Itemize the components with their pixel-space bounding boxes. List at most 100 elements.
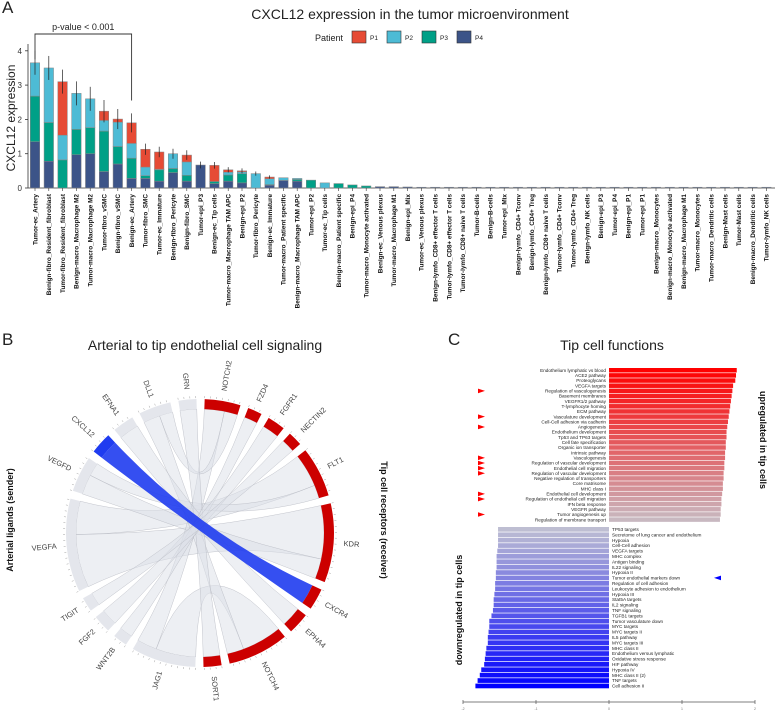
down-term-label: MYC targets III <box>612 640 643 645</box>
sector-tick <box>294 435 297 438</box>
up-bar <box>609 445 726 450</box>
up-bar <box>609 434 727 440</box>
x-tick-label: Tumor-Mast cells <box>736 194 743 247</box>
down-bar <box>496 564 609 570</box>
x-tick-label: Benign-lymfo_CD4+ Tconv <box>515 194 522 275</box>
receiver-axis-label: Tip cell receptors (receiver) <box>379 461 389 578</box>
sector-tick <box>93 618 96 620</box>
up-bar <box>609 507 721 512</box>
up-bar <box>609 393 732 399</box>
p-value-annotation: p-value < 0.001 <box>52 22 114 32</box>
sector-tick <box>327 578 330 580</box>
up-term-label: Angiogenesis <box>578 425 607 430</box>
x-tick-label: Benign-ec_Immature <box>267 194 274 258</box>
down-bar <box>484 662 609 667</box>
sector-tick <box>318 468 321 470</box>
sector-tick <box>102 436 105 438</box>
up-bar <box>609 517 720 522</box>
up-term-label: Regulation of endothelial cell migration <box>525 497 606 502</box>
x-tick-label: Tumor-B-cells <box>474 194 481 237</box>
sector-tick <box>278 421 281 424</box>
sector-tick <box>148 405 150 408</box>
down-bar <box>487 640 609 646</box>
chart-b-title: Arterial to tip endothelial cell signali… <box>87 337 323 353</box>
bar-segment-p2 <box>292 178 303 180</box>
sector-tick <box>88 611 91 613</box>
down-bar <box>498 537 609 543</box>
sector-tick <box>302 620 305 622</box>
down-bar <box>495 581 609 586</box>
up-arrow-marker-icon <box>478 460 485 466</box>
up-term-label: Regulation of membrane transport <box>535 517 607 522</box>
down-term-label: IL5 pathway <box>612 635 638 640</box>
y-tick-label: 1 <box>18 150 23 159</box>
x-tick-label: Tumor-fibro_Resident_fibroblast <box>60 193 67 293</box>
x-tick-label: Tumor-epi_P3 <box>198 194 205 237</box>
down-bar <box>487 635 609 640</box>
down-bar <box>485 651 609 656</box>
down-term-label: Antigen binding <box>612 559 645 564</box>
down-term-label: Oxidative stress response <box>612 657 666 662</box>
sector-label-kdr: KDR <box>343 539 360 549</box>
up-term-label: IFN beta response <box>567 502 606 507</box>
legend-swatch-p4 <box>456 30 472 44</box>
sector-tick <box>69 574 72 576</box>
x-tick-label: Tumor-ec_Artery <box>32 194 39 245</box>
x-tick-label: Tumor-fibro_SMC <box>143 194 150 248</box>
down-bar <box>496 554 609 559</box>
up-term-label: Negative regulation of transporters <box>534 476 607 481</box>
sector-tick <box>253 407 256 410</box>
sector-tick <box>285 637 287 640</box>
x-tick-label: Tumor-macro_Monocytes <box>695 194 702 272</box>
up-bar <box>609 398 731 404</box>
up-bar <box>609 512 721 517</box>
sector-wnt2b <box>114 628 132 645</box>
down-bar <box>497 548 609 554</box>
x-tick-label: Tumor-ec_Tip cells <box>322 194 329 252</box>
sector-tick <box>270 647 273 650</box>
sector-tick <box>73 585 76 588</box>
down-term-label: TNF signaling <box>612 608 641 613</box>
up-bar <box>609 429 727 435</box>
sector-tick <box>132 650 134 653</box>
down-bar <box>486 645 609 651</box>
sector-tick <box>322 589 325 592</box>
sector-tick <box>312 457 315 460</box>
sector-tick <box>259 409 261 412</box>
chord-link-tigit-nectin2 <box>91 440 293 606</box>
x-tick-label: Benign-macro_Dendritic cells <box>750 194 757 285</box>
up-term-label: Basement membranes <box>559 394 607 399</box>
up-bar <box>609 424 728 430</box>
sector-tick <box>76 591 79 593</box>
up-term-label: Proteoglycans <box>576 378 606 383</box>
sector-tick <box>154 403 156 406</box>
sector-tick <box>76 473 79 475</box>
sector-tick <box>143 655 145 658</box>
sector-tick <box>248 405 250 408</box>
x-tick-label: Tumor-fibro_Pericyte <box>253 194 260 259</box>
up-bar <box>609 460 725 466</box>
x-tick-label: Benign-fibro_vSMC <box>115 194 122 254</box>
down-term-label: Hypoxia II <box>612 570 633 575</box>
up-bar <box>609 471 724 476</box>
sector-tick <box>238 662 240 665</box>
up-bar <box>609 455 726 461</box>
bar-segment-p2 <box>278 177 289 181</box>
down-bar <box>498 527 609 532</box>
sector-dll1 <box>139 402 173 423</box>
sector-tick <box>71 484 74 486</box>
sector-vegfa <box>65 498 89 592</box>
down-bar <box>481 667 609 673</box>
sender-axis-label: Arterial ligands (sender) <box>5 468 15 572</box>
x-tick-label: Tumor-macro_Dendritic cells <box>709 194 716 282</box>
sector-tick <box>321 473 324 475</box>
sector-tick <box>298 624 301 627</box>
down-bar <box>477 678 609 683</box>
x-tick-label: Benign-lymfo_CD8+ effector T cells <box>433 194 440 302</box>
sector-tick <box>280 640 283 643</box>
sector-tick <box>294 628 297 631</box>
sector-fgf2 <box>95 610 115 631</box>
sector-tick <box>239 401 241 404</box>
x-tick-label: Benign-B-cells <box>488 194 495 239</box>
